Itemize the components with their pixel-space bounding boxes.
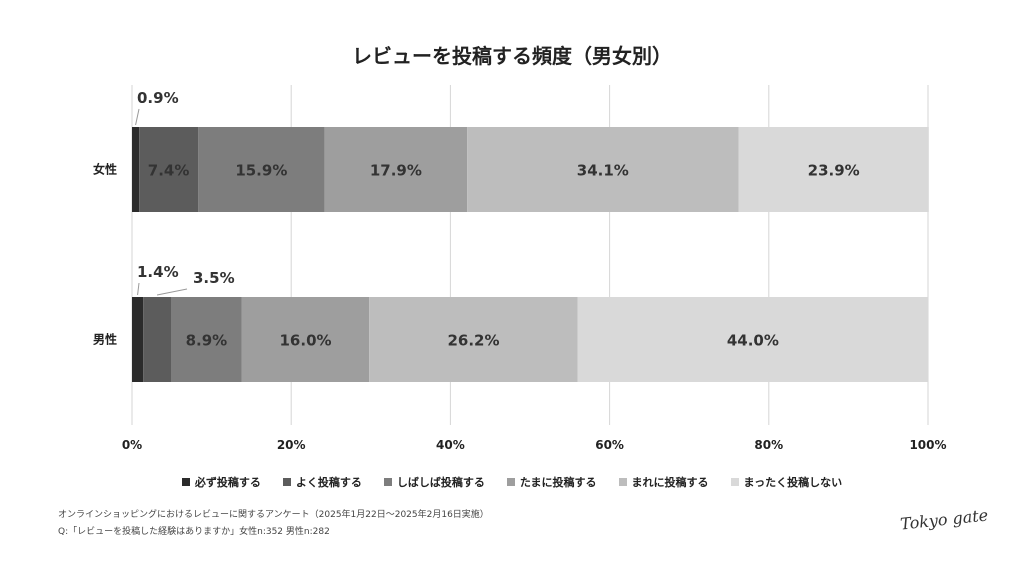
data-label: 34.1% xyxy=(577,162,629,180)
legend-swatch xyxy=(618,478,627,486)
bar-segment xyxy=(369,297,578,382)
leader-line xyxy=(156,288,188,296)
bar-segment xyxy=(143,297,172,382)
data-label: 15.9% xyxy=(235,162,287,180)
callout-label: 3.5% xyxy=(193,269,235,287)
x-tick-label: 20% xyxy=(277,438,306,452)
bar-segment xyxy=(577,297,928,382)
category-label: 女性 xyxy=(93,162,117,177)
bar-segment xyxy=(171,297,242,382)
data-label: 16.0% xyxy=(280,332,332,350)
leader-line xyxy=(137,282,140,296)
legend-swatch xyxy=(181,478,190,486)
data-label: 23.9% xyxy=(808,162,860,180)
legend-item: よく投稿する xyxy=(282,474,362,490)
x-tick-label: 80% xyxy=(754,438,783,452)
bar-segment xyxy=(132,297,144,382)
data-label: 44.0% xyxy=(727,332,779,350)
chart-title: レビューを投稿する頻度（男女別） xyxy=(352,44,672,68)
chart-legend: 必ず投稿する よく投稿する しばしば投稿する たまに投稿する まれに投稿する まったく投稿… xyxy=(0,474,1024,490)
leader-line xyxy=(135,108,140,126)
legend-swatch xyxy=(506,478,515,486)
legend-label: しばしば投稿する xyxy=(396,476,485,489)
bar-segment xyxy=(241,297,370,382)
bar-segment xyxy=(738,127,929,212)
data-label: 26.2% xyxy=(447,332,499,350)
legend-item: 必ず投稿する xyxy=(181,474,261,490)
callout-label: 0.9% xyxy=(137,89,179,107)
bar-segment xyxy=(198,127,325,212)
legend-label: まれに投稿する xyxy=(631,476,709,489)
x-tick-label: 40% xyxy=(436,438,465,452)
legend-swatch xyxy=(383,478,392,486)
brand-logo: Tokyo gate xyxy=(899,505,989,534)
x-tick-label: 100% xyxy=(909,438,946,452)
category-label: 男性 xyxy=(93,332,117,347)
x-tick-label: 0% xyxy=(122,438,142,452)
survey-note: オンラインショッピングにおけるレビューに関するアンケート（2025年1月22日～… xyxy=(58,510,489,520)
bar-segment xyxy=(132,127,140,212)
bar-segment xyxy=(324,127,468,212)
legend-label: たまに投稿する xyxy=(519,476,597,489)
legend-item: まれに投稿する xyxy=(618,474,709,490)
data-label: 8.9% xyxy=(186,332,228,350)
callout-label: 1.4% xyxy=(137,263,179,281)
bar-segment xyxy=(467,127,739,212)
question-note: Q:「レビューを投稿した経験はありますか」女性n:352 男性n:282 xyxy=(58,527,330,537)
legend-item: まったく投稿しない xyxy=(730,474,843,490)
x-tick-label: 60% xyxy=(595,438,624,452)
legend-label: まったく投稿しない xyxy=(743,476,843,489)
data-label: 17.9% xyxy=(370,162,422,180)
data-label: 7.4% xyxy=(148,162,190,180)
legend-label: 必ず投稿する xyxy=(194,476,261,489)
legend-item: しばしば投稿する xyxy=(383,474,485,490)
legend-item: たまに投稿する xyxy=(506,474,597,490)
legend-swatch xyxy=(730,478,739,486)
legend-label: よく投稿する xyxy=(295,476,362,489)
legend-swatch xyxy=(282,478,291,486)
bar-segment xyxy=(139,127,199,212)
